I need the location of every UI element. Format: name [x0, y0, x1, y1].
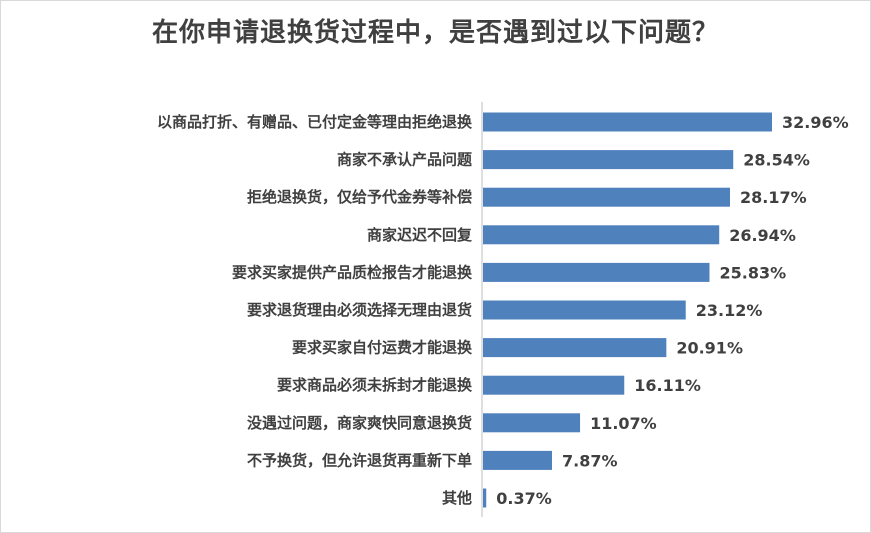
category-label: 其他	[442, 489, 472, 507]
category-label: 要求商品必须未拆封才能退换	[277, 376, 473, 394]
category-label: 不予换货，但允许退货再重新下单	[247, 451, 472, 469]
bar	[483, 488, 487, 508]
bar	[483, 150, 734, 170]
category-label: 没遇过问题，商家爽快同意退换货	[247, 414, 472, 432]
bar	[483, 375, 625, 395]
bar	[483, 262, 710, 282]
bar	[483, 187, 731, 207]
value-label: 0.37%	[496, 489, 552, 508]
bar	[483, 413, 581, 433]
value-label: 20.91%	[676, 339, 743, 358]
chart-title: 在你申请退换货过程中，是否遇到过以下问题？	[151, 18, 719, 48]
value-label: 7.87%	[562, 451, 618, 470]
category-label: 要求买家自付运费才能退换	[292, 339, 473, 357]
value-label: 28.17%	[740, 188, 807, 207]
category-label: 拒绝退换货，仅给予代金券等补偿	[247, 188, 472, 206]
value-label: 23.12%	[696, 301, 763, 320]
value-label: 16.11%	[634, 376, 701, 395]
bar	[483, 225, 720, 245]
category-label: 要求退货理由必须选择无理由退货	[247, 301, 472, 319]
bar	[483, 338, 667, 358]
category-label: 以商品打折、有赠品、已付定金等理由拒绝退换	[157, 113, 473, 131]
category-label: 商家不承认产品问题	[337, 151, 473, 169]
value-label: 28.54%	[743, 151, 810, 170]
value-label: 32.96%	[782, 113, 849, 132]
value-label: 25.83%	[719, 263, 786, 282]
category-label: 要求买家提供产品质检报告才能退换	[232, 263, 473, 281]
value-label: 11.07%	[590, 414, 657, 433]
bar	[483, 450, 553, 470]
bar	[483, 300, 686, 320]
bar	[483, 112, 772, 132]
category-label: 商家迟迟不回复	[367, 226, 473, 244]
value-label: 26.94%	[729, 226, 796, 245]
